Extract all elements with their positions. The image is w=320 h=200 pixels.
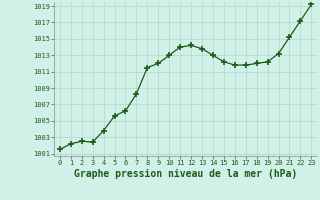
X-axis label: Graphe pression niveau de la mer (hPa): Graphe pression niveau de la mer (hPa) [74, 169, 297, 179]
